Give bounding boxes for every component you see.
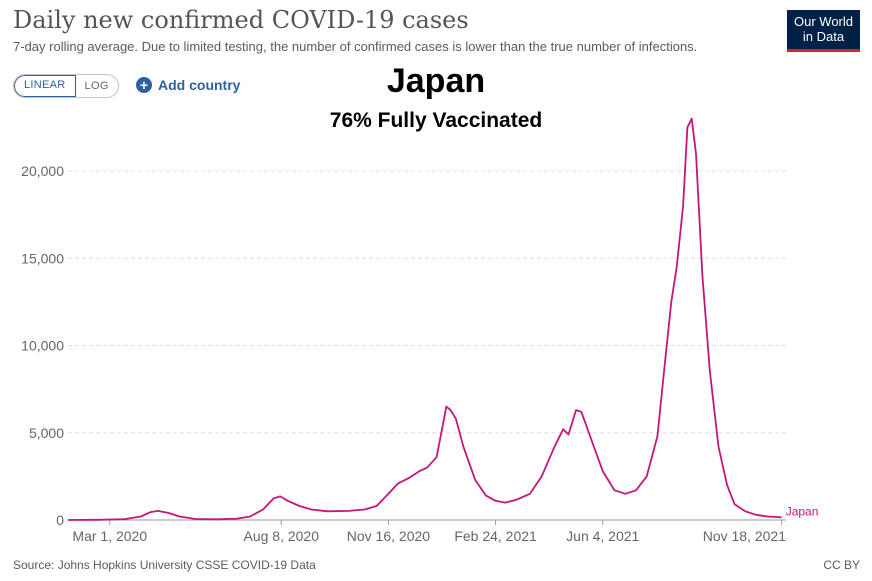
add-country-label: Add country: [158, 77, 241, 93]
logo-line-2: in Data: [802, 29, 845, 44]
source-note[interactable]: Source: Johns Hopkins University CSSE CO…: [13, 558, 316, 572]
log-scale-button[interactable]: LOG: [84, 80, 109, 92]
y-tick-label: 0: [56, 512, 64, 528]
plus-circle-icon: +: [136, 77, 152, 93]
x-tick-label: Aug 8, 2020: [243, 528, 319, 544]
vaccination-overlay-subtitle: 76% Fully Vaccinated: [329, 109, 543, 132]
x-tick-label: Mar 1, 2020: [72, 528, 147, 544]
y-tick-label: 20,000: [21, 163, 64, 179]
chart-title: Daily new confirmed COVID-19 cases: [13, 6, 469, 34]
license-link[interactable]: CC BY: [823, 558, 860, 572]
add-country-button[interactable]: + Add country: [136, 74, 240, 96]
x-tick-label: Nov 16, 2020: [347, 528, 430, 544]
series-line-japan[interactable]: [67, 117, 782, 521]
linear-scale-button[interactable]: LINEAR: [14, 75, 76, 97]
y-tick-label: 10,000: [21, 338, 64, 354]
x-axis-ticks: Mar 1, 2020 Aug 8, 2020 Nov 16, 2020 Feb 24…: [72, 520, 786, 544]
x-tick-label: Nov 18, 2021: [703, 528, 786, 544]
scale-toggle: LINEAR LOG: [13, 74, 119, 98]
logo-line-1: Our World: [794, 14, 853, 29]
y-tick-label: 5,000: [29, 425, 64, 441]
x-tick-label: Jun 4, 2021: [566, 528, 639, 544]
series-layer: Japan: [67, 117, 819, 521]
country-overlay-title: Japan: [386, 62, 486, 100]
chart-subtitle: 7-day rolling average. Due to limited te…: [13, 39, 698, 54]
series-label[interactable]: Japan: [786, 504, 819, 518]
y-axis-ticks: 0 5,000 10,000 15,000 20,000: [21, 163, 64, 528]
x-tick-label: Feb 24, 2021: [454, 528, 537, 544]
y-tick-label: 15,000: [21, 250, 64, 266]
owid-logo[interactable]: Our World in Data: [787, 10, 860, 52]
